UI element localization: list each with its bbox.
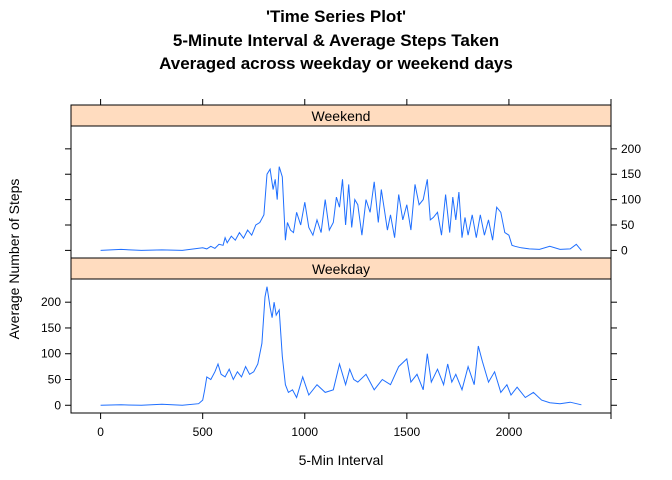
- strip-label-weekend: Weekend: [312, 108, 371, 124]
- y-tick-label-weekend: 50: [621, 218, 635, 232]
- chart-title-line-3: Averaged across weekday or weekend days: [159, 54, 513, 73]
- x-tick-label: 0: [97, 425, 104, 439]
- y-tick-label-weekday: 50: [48, 373, 62, 387]
- strip-label-weekday: Weekday: [312, 261, 370, 277]
- x-axis-title: 5-Min Interval: [299, 452, 384, 468]
- y-tick-label-weekend: 100: [621, 193, 641, 207]
- y-tick-label-weekend: 200: [621, 142, 641, 156]
- chart-title-line-1: 'Time Series Plot': [265, 7, 407, 26]
- x-tick-label: 1000: [291, 425, 318, 439]
- panel-frame-weekday: [70, 278, 612, 414]
- chart-title-line-2: 5-Minute Interval & Average Steps Taken: [172, 31, 500, 50]
- y-tick-label-weekend: 150: [621, 167, 641, 181]
- series-line-weekday: [100, 286, 582, 406]
- y-tick-label-weekday: 0: [54, 398, 61, 412]
- y-tick-label-weekday: 200: [41, 295, 61, 309]
- y-tick-label-weekday: 150: [41, 321, 61, 335]
- y-tick-label-weekend: 0: [621, 243, 628, 257]
- x-tick-label: 500: [193, 425, 213, 439]
- x-tick-label: 1500: [393, 425, 420, 439]
- y-axis-title: Average Number of Steps: [6, 179, 22, 340]
- x-tick-label: 2000: [496, 425, 523, 439]
- series-line-weekend: [100, 166, 582, 251]
- y-tick-label-weekday: 100: [41, 347, 61, 361]
